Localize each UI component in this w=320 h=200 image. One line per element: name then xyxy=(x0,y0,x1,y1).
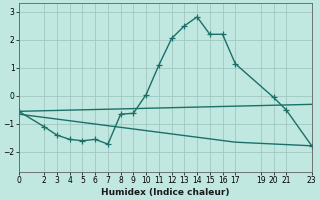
X-axis label: Humidex (Indice chaleur): Humidex (Indice chaleur) xyxy=(101,188,229,197)
